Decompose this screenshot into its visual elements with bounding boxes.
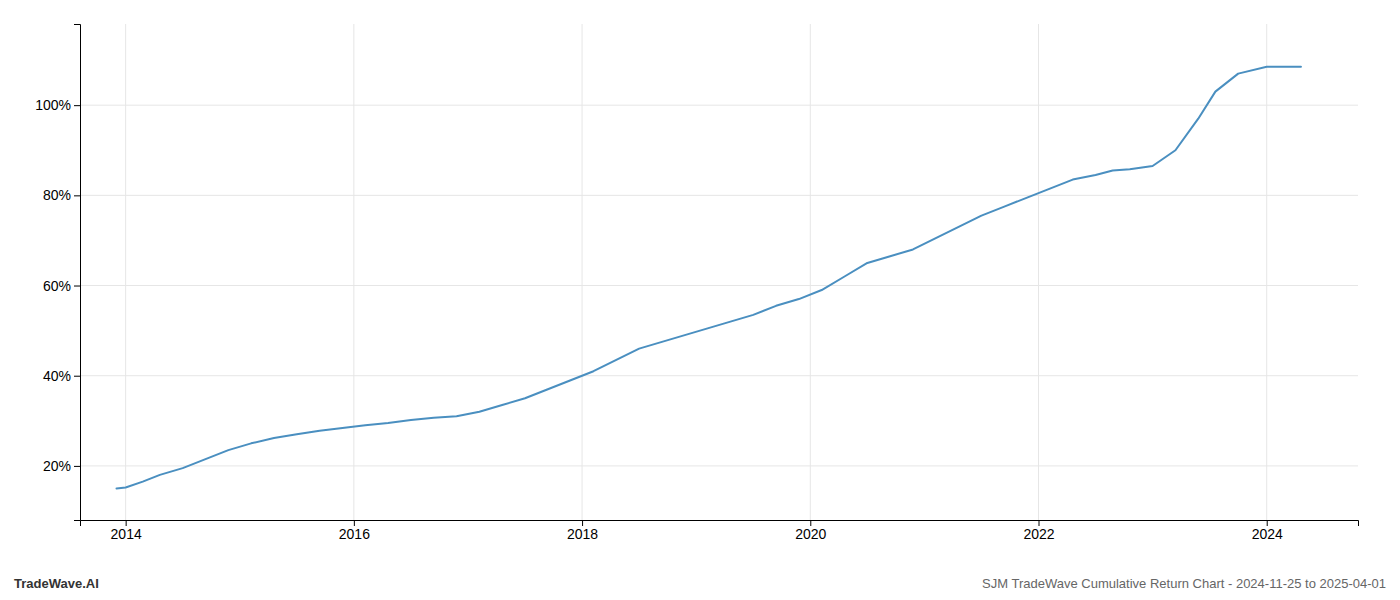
tick-label: 2022	[1023, 526, 1054, 542]
tick-label: 20%	[43, 458, 71, 474]
tick: 40%	[43, 368, 80, 384]
tick-mark	[74, 466, 80, 467]
tick-mark	[74, 376, 80, 377]
axis-line	[81, 521, 1359, 527]
tick-mark	[74, 286, 80, 287]
tick: 2020	[795, 520, 826, 542]
y-axis: 20% 40% 60% 80% 100%	[35, 25, 80, 521]
grid-line	[80, 195, 1358, 196]
tick-label: 2018	[567, 526, 598, 542]
grid-line	[80, 285, 1358, 286]
tick: 2014	[111, 520, 142, 542]
grid-line	[80, 105, 1358, 106]
tick-label: 2020	[795, 526, 826, 542]
tick: 2022	[1023, 520, 1054, 542]
line	[117, 67, 1301, 489]
tick: 60%	[43, 278, 80, 294]
grid-line	[80, 465, 1358, 466]
tick-mark	[74, 195, 80, 196]
tick-mark	[74, 105, 80, 106]
tick-label: 100%	[35, 97, 71, 113]
tick-label: 2014	[111, 526, 142, 542]
tick-label: 60%	[43, 278, 71, 294]
grid-line	[582, 24, 583, 520]
tick: 100%	[35, 97, 80, 113]
tick-label: 2016	[339, 526, 370, 542]
tick: 2024	[1252, 520, 1283, 542]
grid	[80, 24, 1358, 520]
grid-line	[1266, 24, 1267, 520]
grid-line	[125, 24, 126, 520]
grid-line	[353, 24, 354, 520]
tick: 2016	[339, 520, 370, 542]
chart: 2014 2016 2018 2020 2022 2024 20% 40% 60% 80% 100%…	[0, 0, 1400, 600]
grid-line	[810, 24, 811, 520]
tick-label: 40%	[43, 368, 71, 384]
grid-line	[80, 375, 1358, 376]
tick-label: 80%	[43, 187, 71, 203]
axis-line	[74, 25, 81, 521]
grid-line	[1038, 24, 1039, 520]
marks	[117, 67, 1301, 489]
tick: 80%	[43, 187, 80, 203]
x-axis: 2014 2016 2018 2020 2022 2024	[81, 520, 1359, 542]
annotation: TradeWave.AI	[14, 576, 99, 591]
tick: 2018	[567, 520, 598, 542]
tick: 20%	[43, 458, 80, 474]
plot: 2014 2016 2018 2020 2022 2024 20% 40% 60% 80% 100%	[35, 24, 1358, 542]
tick-label: 2024	[1252, 526, 1283, 542]
title: SJM TradeWave Cumulative Return Chart - …	[982, 576, 1386, 591]
